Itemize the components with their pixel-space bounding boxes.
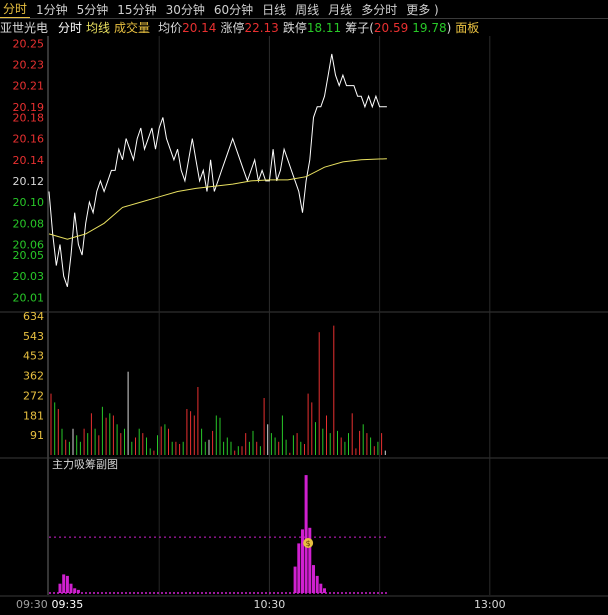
volume-toggle[interactable]: 成交量	[114, 21, 151, 35]
price-tick-label: 20.08	[13, 217, 45, 230]
indicator-bar	[308, 527, 312, 593]
time-label: 13:00	[474, 598, 506, 611]
indicator-bar	[301, 529, 304, 593]
price-tick-label: 20.21	[13, 80, 45, 93]
limit-up-value: 22.13	[244, 20, 279, 35]
price-tick-label: 20.25	[13, 37, 45, 50]
indicator-title: 主力吸筹副图	[52, 457, 118, 471]
tab-3[interactable]: 15分钟	[117, 2, 157, 17]
stock-name: 亚世光电	[0, 21, 49, 35]
price-tick-label: 20.10	[13, 196, 45, 209]
indicator-bar	[65, 575, 69, 593]
volume-tick-label: 543	[23, 330, 44, 343]
avg-price-value: 20.14	[182, 20, 217, 35]
volume-tick-label: 634	[23, 310, 44, 323]
limit-down-value: 18.11	[306, 20, 342, 35]
price-tick-label: 20.16	[13, 133, 45, 146]
mode-label[interactable]: 分时	[58, 21, 83, 35]
chip-label: 筹子(	[345, 21, 374, 35]
avg-price-label: 均价	[158, 21, 183, 35]
price-line	[48, 53, 387, 287]
chip-close: )	[446, 20, 452, 35]
panel-button[interactable]: 面板	[455, 21, 480, 35]
volume-tick-label: 181	[23, 409, 44, 422]
indicator-bar	[304, 475, 308, 593]
money-bag-glyph: $	[306, 539, 311, 548]
tab-1[interactable]: 1分钟	[36, 2, 68, 17]
indicator-bar	[323, 588, 326, 593]
limit-down-label: 跌停	[282, 21, 307, 35]
chip-high-value: 20.59	[373, 20, 409, 35]
tab-2[interactable]: 5分钟	[76, 2, 109, 17]
avg-price-line	[48, 158, 387, 240]
tab-0[interactable]: 分时	[0, 0, 31, 18]
divider	[0, 18, 608, 19]
indicator-bar	[312, 565, 315, 593]
price-tick-label: 20.23	[13, 58, 45, 71]
tab-9[interactable]: 多分时	[361, 2, 398, 17]
price-tick-label: 20.03	[13, 270, 45, 283]
quote-info-bar: 亚世光电 分时 均线 成交量 均价 20.14 涨停 22.13 跌停 18.1…	[0, 19, 608, 36]
indicator-bar	[69, 583, 73, 593]
money-bag-icon	[303, 538, 314, 548]
avg-line-toggle[interactable]: 均线	[86, 21, 111, 35]
indicator-bar	[73, 588, 77, 593]
indicator-bar	[315, 575, 319, 593]
indicator-bar	[76, 589, 80, 593]
price-tick-label: 20.06	[13, 238, 45, 251]
limit-up-label: 涨停	[220, 21, 245, 35]
tab-7[interactable]: 周线	[295, 2, 320, 17]
tab-4[interactable]: 30分钟	[165, 2, 205, 17]
time-label: 10:30	[254, 598, 286, 611]
price-tick-label: 20.12	[13, 175, 45, 188]
volume-tick-label: 362	[23, 370, 44, 383]
tab-6[interactable]: 日线	[262, 2, 287, 17]
tab-10[interactable]: 更多 )	[406, 2, 439, 17]
indicator-bar	[293, 566, 297, 593]
price-tick-label: 20.01	[13, 291, 45, 304]
chip-low-value: 19.78	[412, 20, 447, 35]
volume-tick-label: 91	[30, 429, 44, 442]
indicator-bar	[58, 583, 62, 593]
time-label: 09:30	[16, 598, 48, 611]
time-label: 09:35	[52, 598, 84, 611]
price-tick-label: 20.14	[13, 154, 45, 167]
volume-tick-label: 272	[23, 389, 44, 402]
indicator-bar	[297, 543, 301, 593]
indicator-bar	[62, 574, 66, 593]
period-tab-bar: 分时 1分钟 5分钟 15分钟 30分钟 60分钟 日线 周线 月线 多分时 更多 )	[0, 0, 608, 18]
price-tick-label: 20.18	[13, 111, 45, 124]
tab-5[interactable]: 60分钟	[213, 2, 254, 17]
price-tick-label: 20.05	[13, 249, 45, 262]
volume-tick-label: 453	[23, 350, 44, 363]
indicator-bar	[319, 583, 323, 593]
tab-8[interactable]: 月线	[328, 2, 353, 17]
price-tick-label: 20.19	[13, 101, 45, 114]
